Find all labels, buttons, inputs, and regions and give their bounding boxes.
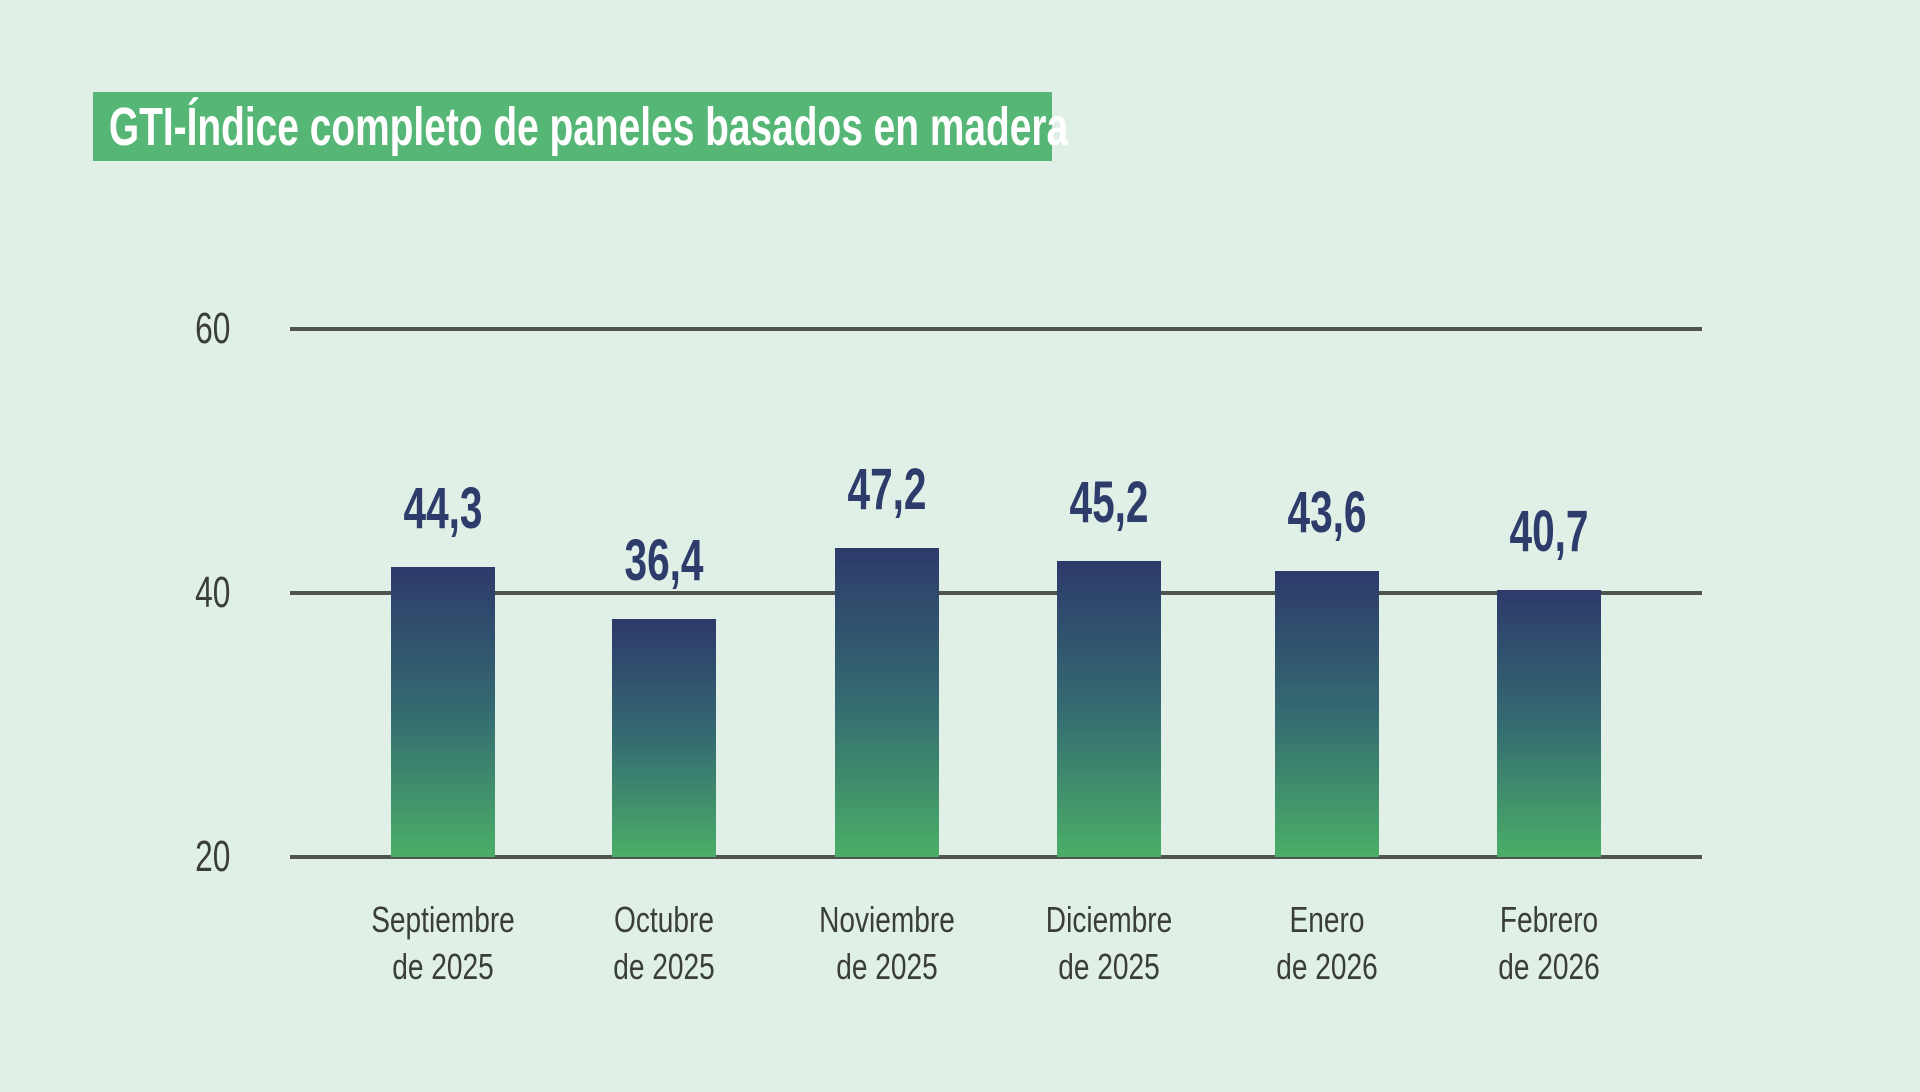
bar-1 [391,567,495,857]
x-axis-label-line: Febrero [1499,899,1599,940]
bar-6 [1497,590,1601,857]
x-axis-label-line: Septiembre [371,899,515,940]
x-axis-label-line: de 2025 [613,946,715,987]
x-axis-label-line: Octubre [614,899,714,940]
bar-value-label: 36,4 [624,528,704,593]
bar-value-label: 40,7 [1509,499,1589,564]
x-axis-label-line: Enero [1289,899,1365,940]
title-banner: GTI-Índice completo de paneles basados e… [93,92,1068,161]
x-axis-label-line: de 2025 [392,946,494,987]
x-axis-label-line: de 2025 [1058,946,1160,987]
gridline-y40 [290,591,1702,595]
x-axis-label-line: de 2025 [836,946,938,987]
x-axis-label: Enero de 2026 [1226,896,1429,990]
bar-value-label: 47,2 [847,457,927,522]
bar-value-label: 45,2 [1069,470,1149,535]
bar-3 [835,548,939,857]
gridline-y60 [290,327,1702,331]
y-tick-label: 20 [195,832,231,881]
x-axis-label: Diciembre de 2025 [1008,896,1211,990]
x-axis-label-line: Noviembre [819,899,955,940]
x-axis-label: Octubre de 2025 [563,896,766,990]
bar-2 [612,619,716,857]
x-axis-label-line: de 2026 [1498,946,1600,987]
y-tick-label: 60 [195,304,231,353]
bar-value-label: 43,6 [1287,480,1367,545]
bar-value-label: 44,3 [403,476,483,541]
y-tick-label: 40 [195,568,231,617]
chart-title: GTI-Índice completo de paneles basados e… [108,96,1069,157]
x-axis-label: Febrero de 2026 [1448,896,1651,990]
gridline-y20 [290,855,1702,859]
x-axis-label: Septiembre de 2025 [342,896,545,990]
x-axis-label: Noviembre de 2025 [786,896,989,990]
bar-4 [1057,561,1161,857]
x-axis-label-line: Diciembre [1045,899,1173,940]
x-axis-label-line: de 2026 [1276,946,1378,987]
bar-5 [1275,571,1379,857]
